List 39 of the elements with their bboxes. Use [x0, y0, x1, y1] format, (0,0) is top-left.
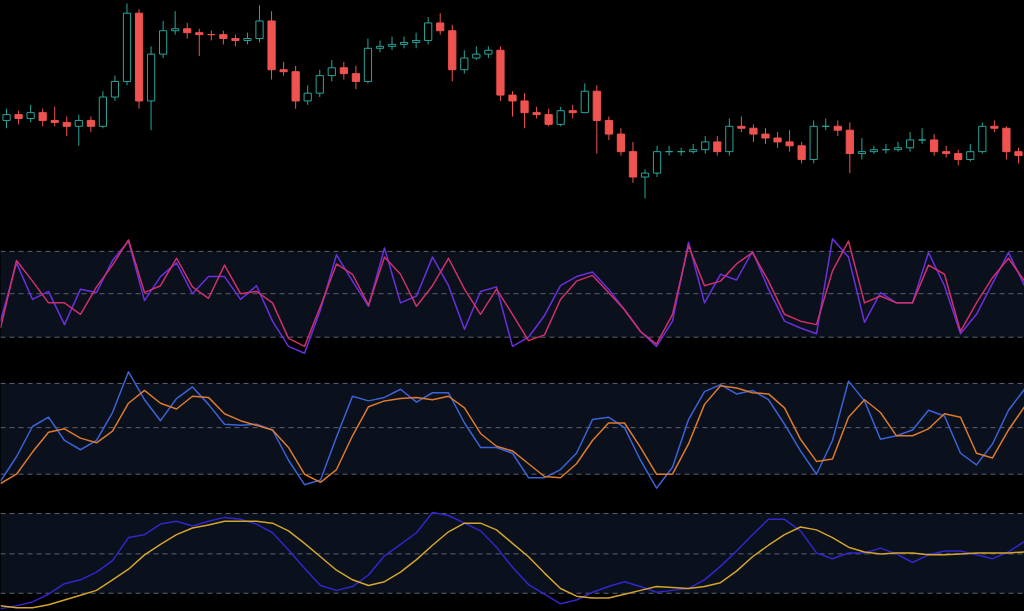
- candlestick: [351, 65, 360, 90]
- candlestick: [845, 121, 854, 174]
- candlestick: [412, 32, 421, 49]
- candlestick: [50, 106, 59, 127]
- candlestick: [375, 39, 385, 53]
- candlestick: [640, 168, 650, 199]
- candlestick: [327, 59, 336, 82]
- candlestick: [315, 69, 324, 98]
- candlestick: [785, 129, 794, 153]
- candlestick: [713, 135, 722, 157]
- candlestick: [436, 12, 445, 36]
- candlestick: [1002, 125, 1011, 160]
- candlestick: [930, 133, 939, 157]
- candlestick: [893, 141, 903, 153]
- candlestick: [652, 145, 662, 178]
- candlestick: [869, 145, 879, 155]
- candlestick: [460, 49, 469, 75]
- candlestick: [159, 20, 168, 59]
- candlestick: [255, 4, 264, 43]
- candlestick: [303, 84, 312, 106]
- candlestick: [387, 36, 397, 51]
- candlestick: [580, 82, 589, 114]
- candlestick: [508, 90, 517, 118]
- candlestick: [556, 106, 565, 127]
- candlestick: [195, 28, 204, 57]
- candlestick: [905, 131, 915, 153]
- candlestick: [171, 10, 180, 36]
- candlestick: [424, 16, 433, 45]
- candlestick: [399, 36, 409, 49]
- candlestick: [797, 141, 806, 164]
- candlestick: [604, 116, 613, 141]
- candlestick: [62, 116, 71, 137]
- candlestick: [110, 75, 120, 102]
- candlestick: [520, 92, 529, 129]
- candlestick: [86, 116, 95, 133]
- candlestick: [616, 127, 626, 157]
- candlestick: [74, 114, 83, 147]
- candlestick: [857, 137, 866, 160]
- candlestick: [917, 127, 927, 145]
